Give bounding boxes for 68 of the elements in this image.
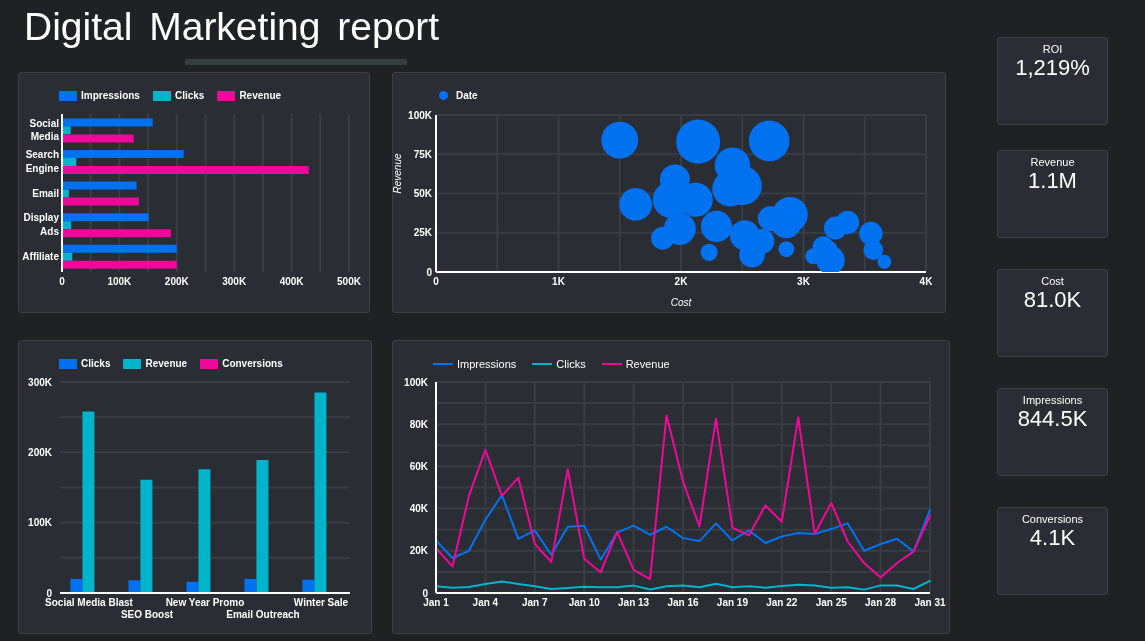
x-tick-label: 2K: [674, 276, 689, 288]
y-tick-label: Display Ads: [23, 212, 60, 237]
x-tick-label: Jan 4: [472, 597, 499, 609]
x-tick-label: Jan 28: [865, 597, 897, 609]
x-tick-label: 400K: [279, 276, 305, 288]
x-tick-label: 4K: [919, 276, 934, 288]
y-tick-label: Search Engine: [25, 149, 60, 174]
y-tick-label: 100K: [404, 376, 429, 388]
text: Cost: [1040, 275, 1065, 288]
x-tick-label: Social Media Blast: [45, 597, 134, 609]
x-tick-label: SEO Boost: [120, 609, 174, 621]
legend-label: Clicks: [556, 358, 586, 370]
x-tick-label: New Year Promo: [165, 597, 245, 609]
y-tick-label: 100K: [408, 109, 433, 121]
x-tick-label: 500K: [337, 276, 362, 288]
text: 844.5K: [1016, 406, 1089, 431]
y-tick-label: 300K: [28, 376, 53, 388]
y-tick-label: 100K: [28, 517, 53, 529]
legend-label: Impressions: [81, 90, 140, 101]
x-tick-label: 1K: [552, 276, 566, 288]
text: 81.0K: [1022, 287, 1083, 312]
x-tick-label: Jan 1: [423, 597, 450, 609]
x-tick-label: Winter Sale: [293, 597, 349, 609]
text: ROI: [1041, 43, 1064, 56]
x-tick-label: Jan 22: [766, 597, 798, 609]
legend-label: Revenue: [625, 358, 670, 370]
text: Digital Marketing report: [24, 4, 440, 50]
legend-label: Revenue: [239, 90, 282, 101]
legend-label: Clicks: [81, 358, 111, 369]
x-tick-label: 3K: [797, 276, 811, 288]
y-tick-label: 60K: [409, 460, 429, 472]
text: 4.1K: [1028, 525, 1077, 550]
x-tick-label: Jan 16: [667, 597, 699, 609]
y-tick-label: 0: [426, 266, 433, 278]
legend-label: Revenue: [145, 358, 188, 369]
x-tick-label: 300K: [222, 276, 247, 288]
y-tick-label: Affiliate: [22, 250, 60, 262]
x-axis-title: Cost: [670, 297, 693, 308]
y-tick-label: 75K: [413, 148, 433, 160]
legend-label: Conversions: [222, 358, 283, 369]
y-tick-label: 80K: [409, 418, 429, 430]
x-tick-label: Email Outreach: [226, 609, 300, 621]
text: Conversions: [1020, 513, 1085, 526]
x-tick-label: Jan 25: [815, 597, 848, 609]
text: Revenue: [1029, 156, 1076, 169]
legend-label: Impressions: [457, 358, 517, 370]
y-axis-title: Revenue: [391, 153, 403, 194]
x-tick-label: 200K: [164, 276, 190, 288]
x-tick-label: 100K: [107, 276, 133, 288]
y-tick-label: 0: [422, 587, 429, 599]
x-tick-label: Jan 31: [914, 597, 946, 609]
y-tick-label: 25K: [413, 227, 433, 239]
legend-label: Date: [456, 90, 478, 101]
y-tick-label: 0: [46, 587, 53, 599]
text: 1.1M: [1027, 168, 1078, 193]
y-tick-label: 200K: [28, 446, 53, 458]
y-tick-label: Social Media: [29, 117, 60, 143]
legend-label: Clicks: [174, 90, 205, 101]
x-tick-label: Jan 13: [618, 597, 650, 609]
x-tick-label: Jan 19: [716, 597, 749, 609]
text: Impressions: [1021, 394, 1084, 407]
y-tick-label: Email: [32, 187, 60, 199]
y-tick-label: 20K: [409, 545, 429, 557]
text: 1,219%: [1014, 55, 1091, 80]
x-tick-label: Jan 7: [522, 597, 549, 609]
y-tick-label: 40K: [409, 503, 429, 515]
y-tick-label: 50K: [413, 188, 433, 200]
x-tick-label: Jan 10: [568, 597, 601, 609]
